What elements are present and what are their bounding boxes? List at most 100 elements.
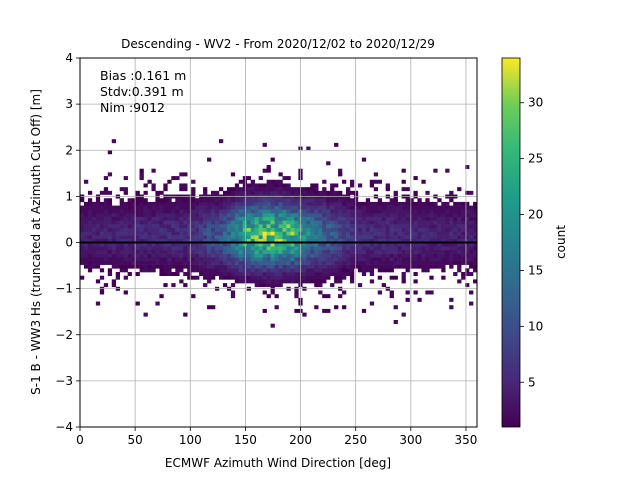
heatmap-cell [262,264,267,269]
heatmap-cell [357,283,363,288]
heatmap-cell [389,253,394,258]
heatmap-cell [214,257,220,262]
heatmap-cell [214,209,220,214]
heatmap-cell [143,231,148,236]
heatmap-cell [342,268,347,273]
heatmap-cell [461,235,466,240]
heatmap-cell [258,190,263,195]
heatmap-cell [111,220,117,225]
heatmap-cell [139,198,144,203]
heatmap-cell [365,253,371,258]
heatmap-cell [338,168,343,173]
heatmap-cell [473,260,478,265]
heatmap-cell [250,205,255,210]
heatmap-cell [465,260,470,265]
heatmap-cell [357,257,363,262]
heatmap-cell [155,190,160,195]
heatmap-cell [214,212,220,217]
heatmap-cell [266,253,271,258]
heatmap-cell [322,275,327,280]
colorbar-tick-label: 20 [528,208,543,222]
heatmap-cell [314,224,319,229]
heatmap-cell [143,242,148,247]
heatmap-cell [214,224,220,229]
heatmap-cell [290,249,295,254]
heatmap-cell [175,268,180,273]
heatmap-cell [385,220,390,225]
heatmap-cell [290,264,295,269]
heatmap-cell [417,297,422,302]
heatmap-cell [326,272,331,277]
heatmap-cell [167,238,172,243]
heatmap-cell [115,275,120,280]
heatmap-cell [413,235,418,240]
heatmap-cell [433,227,438,232]
heatmap-cell [242,257,248,262]
colorbar-tick-label: 15 [528,263,543,277]
heatmap-cell [175,201,180,206]
heatmap-cell [230,253,236,258]
heatmap-cell [310,279,315,284]
heatmap-cell [294,294,299,299]
heatmap-cell [417,238,422,243]
heatmap-cell [278,235,283,240]
heatmap-cell [242,227,248,232]
heatmap-cell [103,242,109,247]
heatmap-cell [171,205,176,210]
heatmap-cell [349,235,355,240]
heatmap-cell [282,279,287,284]
heatmap-cell [429,209,434,214]
heatmap-cell [342,305,347,310]
bias-annotation: Bias :0.161 m [100,68,186,83]
heatmap-cell [393,238,398,243]
heatmap-cell [250,238,255,243]
heatmap-cell [99,275,105,280]
y-tick-label: −2 [55,328,73,342]
heatmap-cell [179,227,184,232]
heatmap-cell [282,227,287,232]
heatmap-cell [123,264,128,269]
heatmap-cell [119,224,124,229]
heatmap-cell [218,238,224,243]
heatmap-cell [409,227,414,232]
heatmap-cell [234,235,240,240]
heatmap-cell [465,209,470,214]
heatmap-cell [290,272,295,277]
heatmap-cell [123,246,128,251]
heatmap-cell [385,235,390,240]
heatmap-cell [191,253,196,258]
heatmap-cell [274,268,279,273]
heatmap-cell [187,220,192,225]
heatmap-cell [207,246,212,251]
heatmap-cell [91,231,97,236]
heatmap-cell [80,212,85,217]
heatmap-cell [87,264,93,269]
heatmap-cell [286,238,291,243]
heatmap-cell [401,260,406,265]
heatmap-cell [131,205,136,210]
heatmap-cell [266,183,271,188]
heatmap-cell [322,260,327,265]
x-tick-label: 150 [234,433,257,447]
heatmap-cell [405,238,410,243]
heatmap-cell [342,242,347,247]
heatmap-cell [314,190,319,195]
heatmap-cell [103,253,109,258]
heatmap-cell [433,242,438,247]
heatmap-cell [357,268,363,273]
heatmap-cell [91,257,97,262]
heatmap-cell [111,283,117,288]
heatmap-cell [286,260,291,265]
heatmap-cell [234,279,240,284]
heatmap-cell [385,246,390,251]
heatmap-cell [266,190,271,195]
heatmap-cell [159,257,164,262]
heatmap-cell [338,257,343,262]
heatmap-cell [214,268,220,273]
heatmap-cell [91,235,97,240]
heatmap-cell [159,268,164,273]
heatmap-cell [119,227,124,232]
heatmap-cell [469,272,474,277]
heatmap-cell [469,235,474,240]
heatmap-cell [111,209,117,214]
